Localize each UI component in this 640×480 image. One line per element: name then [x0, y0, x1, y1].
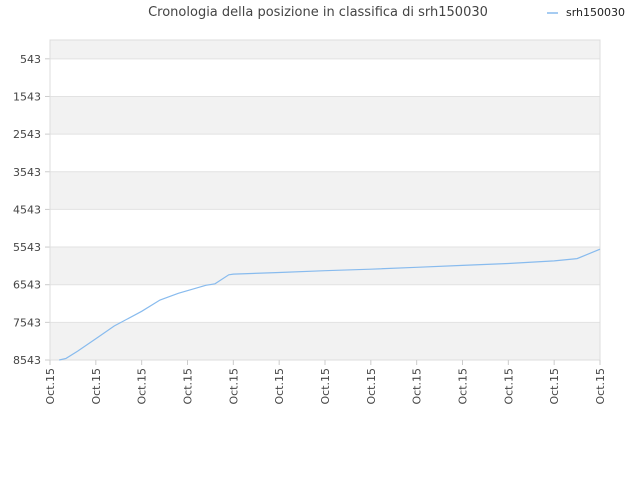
y-tick-label: 543: [20, 53, 41, 66]
x-tick-label: Oct.15: [44, 368, 57, 405]
plot-band: [50, 58, 600, 97]
x-tick-label: Oct.15: [411, 368, 424, 405]
plot-band: [50, 247, 600, 285]
y-tick-label: 1543: [13, 90, 41, 103]
axes: [49, 39, 601, 365]
x-tick-label: Oct.15: [548, 368, 561, 405]
x-tick-label: Oct.15: [227, 368, 240, 405]
y-tick-label: 4543: [13, 203, 41, 216]
y-tick-label: 2543: [13, 128, 41, 141]
x-tick-label: Oct.15: [502, 368, 515, 405]
y-tick-label: 3543: [13, 166, 41, 179]
series-line: [59, 248, 601, 361]
series-layer: [59, 248, 601, 361]
x-tick-label: Oct.15: [457, 368, 470, 405]
legend: srh150030: [547, 6, 625, 19]
plot-band: [50, 209, 600, 248]
x-tick-label: Oct.15: [319, 368, 332, 405]
plot-band: [50, 284, 600, 323]
y-tick-label: 8543: [13, 354, 41, 367]
x-tick-label: Oct.15: [90, 368, 103, 405]
x-tick-label: Oct.15: [182, 368, 195, 405]
legend-label: srh150030: [566, 6, 625, 19]
x-tick-labels: Oct.15 Oct.15 Oct.15 Oct.15 Oct.15 Oct.15 Oct.…: [44, 368, 607, 405]
plot-band: [50, 134, 600, 172]
x-tick-label: Oct.15: [273, 368, 286, 405]
gridlines: [45, 58, 600, 361]
plot-band: [50, 40, 600, 59]
y-tick-labels: 543 1543 2543 3543 4543 5543 6543 7543 8543: [13, 53, 41, 367]
y-tick-label: 6543: [13, 279, 41, 292]
plot-band: [50, 96, 600, 135]
x-tick-label: Oct.15: [594, 368, 607, 405]
chart-title: Cronologia della posizione in classifica…: [148, 5, 488, 20]
y-tick-label: 7543: [13, 316, 41, 329]
x-tick-label: Oct.15: [365, 368, 378, 405]
y-tick-label: 5543: [13, 241, 41, 254]
plot-band: [50, 171, 600, 210]
plot-bands: [50, 40, 600, 360]
x-tick-label: Oct.15: [136, 368, 149, 405]
plot-band: [50, 322, 600, 360]
